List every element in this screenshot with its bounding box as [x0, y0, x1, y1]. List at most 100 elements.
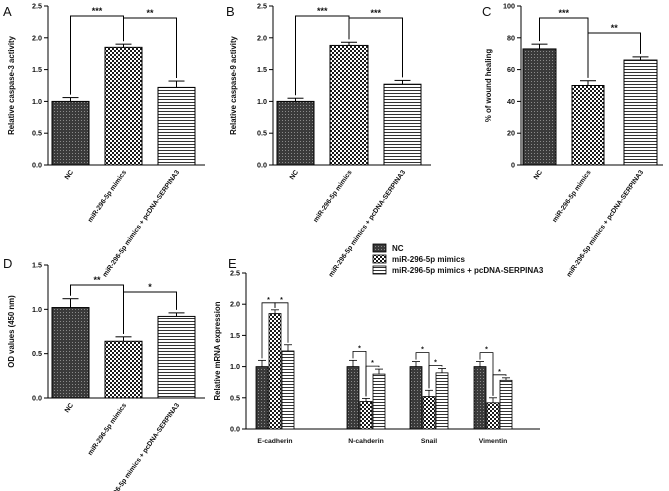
significance-label: *	[485, 347, 488, 354]
bar	[435, 372, 449, 430]
significance-label: *	[274, 313, 277, 320]
category-label: miR-296-5p mimics	[87, 169, 128, 224]
legend-label: miR-296-5p mimics + pcDNA-SERPINA3	[392, 266, 544, 275]
significance-label: *	[148, 282, 152, 292]
y-tick-label: 40	[507, 97, 515, 106]
y-tick-label: 0.0	[230, 425, 240, 434]
category-label: NC	[64, 402, 75, 414]
significance-label: *	[371, 360, 374, 367]
significance-label: *	[280, 297, 283, 304]
significance-bracket	[348, 17, 403, 78]
panel-a: A 0.0 0.5 1.0 1.5 2.0 2.5 Relative caspase-3 ac…	[3, 2, 205, 279]
bar	[51, 100, 90, 166]
category-label: E-cadherin	[257, 438, 292, 445]
y-axis-label: Relative caspase-3 activity	[7, 35, 16, 134]
bar	[499, 379, 513, 430]
bar	[329, 44, 369, 166]
y-tick-label: 1.5	[32, 65, 42, 74]
significance-label: **	[93, 275, 101, 285]
bar	[383, 83, 422, 166]
y-tick-label: 0.0	[32, 394, 42, 403]
category-label: NC	[533, 169, 544, 181]
y-tick-label: 0.5	[32, 129, 42, 138]
y-tick-label: 0.5	[32, 349, 42, 358]
panel-c: C 0 20 40 60 80 100 % of wound healing NC miR-296…	[482, 2, 663, 279]
category-label: miR-296-5p mimics	[87, 402, 128, 457]
y-tick-label: 60	[507, 65, 515, 74]
y-tick-label: 0.5	[257, 129, 267, 138]
significance-bracket	[123, 291, 177, 334]
significance-label: *	[434, 359, 437, 366]
significance-label: *	[358, 345, 361, 352]
bar	[486, 402, 500, 430]
bar	[268, 313, 282, 430]
bar	[422, 396, 436, 430]
significance-label: *	[267, 297, 270, 304]
bar	[104, 46, 143, 166]
figure-panels: A 0.0 0.5 1.0 1.5 2.0 2.5 Relative caspase-3 ac…	[3, 2, 663, 491]
bar	[276, 100, 315, 166]
y-tick-label: 100	[503, 2, 515, 11]
legend-label: miR-296-5p mimics	[392, 255, 465, 264]
significance-label: ***	[370, 8, 381, 18]
legend-swatch	[372, 265, 387, 275]
panel-letter: A	[3, 4, 12, 19]
significance-bracket	[428, 365, 443, 389]
bar	[346, 366, 360, 430]
y-tick-label: 2.0	[257, 33, 267, 42]
significance-label: **	[146, 8, 154, 18]
category-label: N-cahderin	[348, 438, 384, 445]
significance-bracket	[587, 32, 641, 78]
y-tick-label: 0	[511, 161, 515, 170]
significance-bracket	[365, 365, 380, 397]
bar	[157, 86, 196, 166]
y-tick-label: 0.5	[230, 393, 240, 402]
panel-letter: C	[482, 4, 491, 19]
y-tick-label: 0.0	[257, 161, 267, 170]
bar	[522, 48, 557, 166]
legend-label: NC	[392, 244, 404, 253]
y-axis-label: Relative caspase-9 activity	[229, 35, 238, 134]
y-tick-label: 1.0	[257, 97, 267, 106]
significance-label: *	[421, 347, 424, 354]
significance-label: **	[611, 23, 619, 33]
y-tick-label: 0.0	[32, 161, 42, 170]
panel-letter: D	[3, 256, 12, 271]
bar	[623, 59, 658, 166]
bar	[473, 366, 487, 430]
category-label: miR-296-5p mimics	[312, 169, 353, 224]
bar	[409, 366, 423, 430]
significance-bracket	[479, 352, 494, 396]
panel-letter: E	[228, 256, 237, 271]
legend-swatch	[372, 254, 387, 264]
y-tick-label: 2.0	[32, 33, 42, 42]
bar	[51, 307, 90, 399]
bar	[571, 85, 605, 166]
bar	[104, 340, 143, 399]
y-tick-label: 2.5	[230, 269, 240, 278]
y-axis-label: OD values (450 nm)	[7, 295, 16, 368]
y-tick-label: 1.0	[32, 97, 42, 106]
significance-label: ***	[317, 6, 328, 16]
legend-swatch	[372, 243, 387, 253]
significance-label: ***	[92, 6, 103, 16]
bar	[255, 366, 269, 430]
panel-letter: B	[226, 4, 235, 19]
bar	[372, 373, 386, 430]
significance-bracket	[492, 374, 507, 396]
category-label: NC	[289, 169, 300, 181]
y-tick-label: 1.0	[230, 362, 240, 371]
category-label: Vimentin	[479, 438, 508, 445]
y-tick-label: 80	[507, 33, 515, 42]
bar	[359, 401, 373, 430]
category-label: miR-296-5p mimics	[551, 169, 592, 224]
significance-bracket	[274, 302, 289, 343]
significance-label: *	[498, 369, 501, 376]
y-tick-label: 2.5	[257, 2, 267, 11]
significance-label: ***	[558, 8, 569, 18]
y-tick-label: 1.5	[257, 65, 267, 74]
y-tick-label: 2.5	[32, 2, 42, 11]
panel-d: D 0.0 0.5 1.0 1.5 OD values (450 nm) NC miR-296…	[3, 256, 205, 491]
bar	[157, 315, 196, 399]
